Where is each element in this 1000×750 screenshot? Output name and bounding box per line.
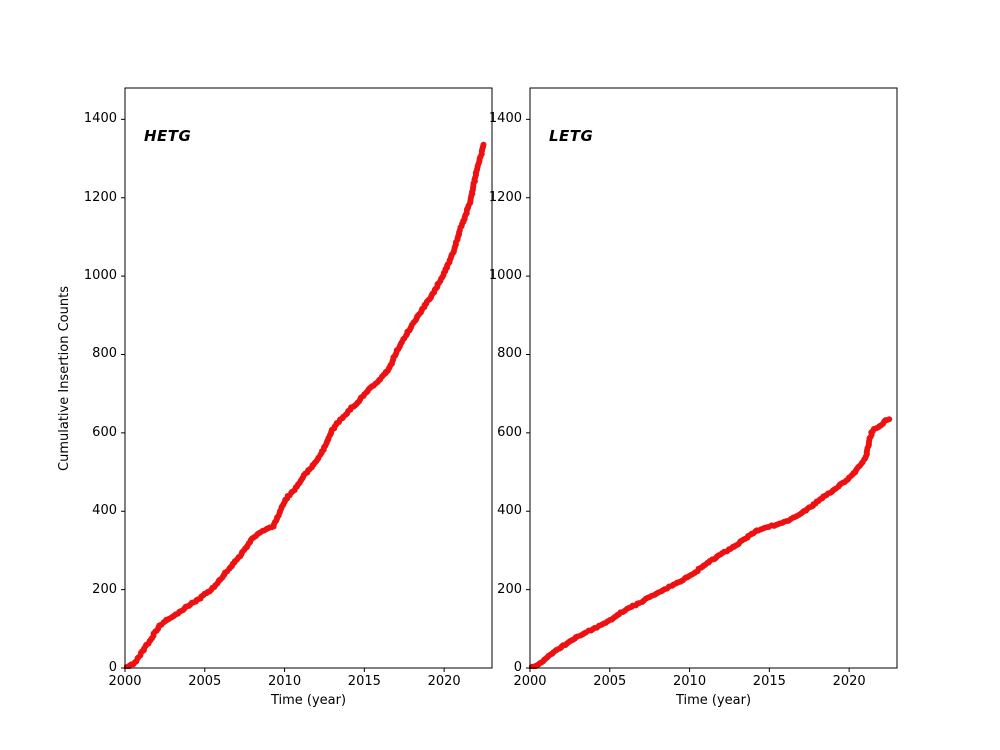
hetg-x-axis-label: Time (year) bbox=[270, 693, 347, 708]
hetg-x-tick-label: 2015 bbox=[347, 674, 381, 689]
letg-y-tick-label: 800 bbox=[497, 346, 522, 362]
hetg-x-tick-label: 2020 bbox=[427, 674, 461, 689]
letg-y-tick-label: 1400 bbox=[488, 111, 522, 127]
hetg-y-tick-label: 1400 bbox=[83, 111, 117, 127]
letg-y-tick-label: 1000 bbox=[488, 268, 522, 284]
letg-x-tick-label: 2015 bbox=[752, 674, 786, 689]
hetg-y-tick-label: 600 bbox=[92, 424, 117, 440]
hetg-annotation: HETG bbox=[144, 127, 192, 145]
hetg-y-tick-label: 400 bbox=[92, 503, 117, 519]
letg-y-tick-label: 600 bbox=[497, 424, 522, 440]
letg-annotation: LETG bbox=[549, 127, 594, 145]
letg-x-axis-label: Time (year) bbox=[675, 693, 752, 708]
letg-x-tick-label: 2020 bbox=[832, 674, 866, 689]
hetg-data-points bbox=[124, 141, 487, 669]
y-axis-label: Cumulative Insertion Counts bbox=[52, 88, 76, 668]
letg-x-tick-label: 2010 bbox=[673, 674, 707, 689]
hetg-x-tick-label: 2010 bbox=[268, 674, 302, 689]
hetg-y-tick-label: 1200 bbox=[83, 189, 117, 205]
hetg-y-tick-label: 800 bbox=[92, 346, 117, 362]
hetg-y-tick-label: 200 bbox=[92, 581, 117, 597]
hetg-y-tick-label: 0 bbox=[108, 660, 117, 675]
hetg-axes-frame bbox=[124, 87, 493, 669]
hetg-x-tick-label: 2000 bbox=[108, 674, 142, 689]
hetg-y-tick-label: 1000 bbox=[83, 268, 117, 284]
hetg-x-tick-label: 2005 bbox=[188, 674, 222, 689]
letg-y-tick-label: 0 bbox=[513, 660, 522, 675]
letg-y-tick-label: 1200 bbox=[488, 189, 522, 205]
letg-x-tick-label: 2005 bbox=[593, 674, 627, 689]
letg-data-points bbox=[529, 416, 893, 669]
letg-x-tick-label: 2000 bbox=[513, 674, 547, 689]
letg-y-tick-label: 400 bbox=[497, 503, 522, 519]
letg-y-tick-label: 200 bbox=[497, 581, 522, 597]
y-axis-label-text: Cumulative Insertion Counts bbox=[56, 285, 72, 471]
letg-axes-frame bbox=[529, 87, 898, 669]
